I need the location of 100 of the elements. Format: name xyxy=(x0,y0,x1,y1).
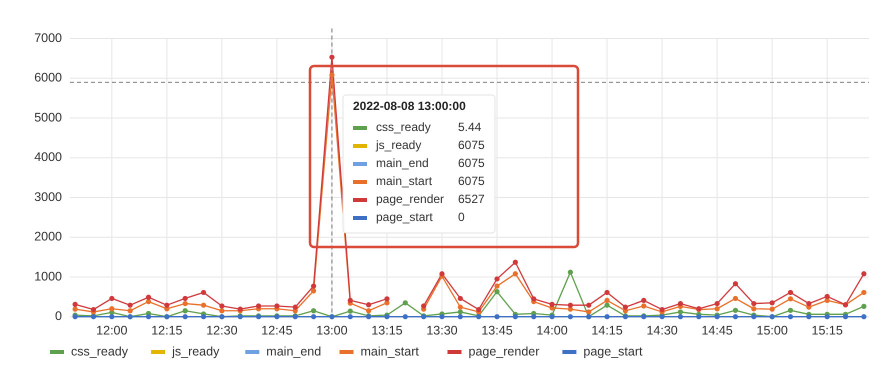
x-tick-label: 13:30 xyxy=(426,323,458,338)
point xyxy=(128,302,133,308)
point xyxy=(109,296,114,302)
legend-label: js_ready xyxy=(375,138,422,152)
point xyxy=(219,308,224,314)
point xyxy=(824,294,830,300)
text: main_end xyxy=(266,344,322,358)
point xyxy=(770,306,775,312)
x-tick-label: 13:00 xyxy=(316,323,348,338)
point xyxy=(476,306,482,312)
text: css_ready xyxy=(376,120,431,134)
point xyxy=(788,296,794,302)
point xyxy=(604,302,610,308)
annotation: 5.44 xyxy=(458,120,482,134)
x-tick-label: 12:00 xyxy=(96,323,128,338)
point xyxy=(586,309,592,315)
point xyxy=(659,306,665,312)
point xyxy=(146,294,152,300)
point xyxy=(861,290,866,296)
text: page_render xyxy=(468,344,540,358)
annotation: 6527 xyxy=(458,192,486,206)
x-tick-label: 12:30 xyxy=(206,323,238,338)
text: js_ready xyxy=(172,344,220,358)
annotation: 6075 xyxy=(458,138,486,152)
point xyxy=(861,304,866,309)
point xyxy=(494,314,500,320)
point xyxy=(842,314,848,320)
point xyxy=(568,314,573,320)
point xyxy=(310,284,316,289)
point xyxy=(788,314,794,320)
point xyxy=(274,303,280,309)
annotation: 0 xyxy=(458,210,465,224)
text: main_start xyxy=(360,344,419,358)
point xyxy=(329,54,335,60)
point xyxy=(329,72,335,78)
point xyxy=(109,314,114,320)
point xyxy=(90,306,96,312)
x-tick-label: 12:15 xyxy=(151,323,183,338)
point xyxy=(458,296,463,302)
x-tick-label: 13:15 xyxy=(371,323,403,338)
point xyxy=(182,314,188,320)
point xyxy=(182,296,188,302)
point xyxy=(604,314,610,320)
point xyxy=(622,304,628,310)
legend-label: main_start xyxy=(376,174,433,188)
point xyxy=(384,296,390,302)
x-tick-label: 15:15 xyxy=(812,323,843,338)
point xyxy=(182,300,188,306)
point xyxy=(310,288,316,294)
point xyxy=(494,289,500,294)
y-tick-label: 0 xyxy=(55,308,62,323)
point xyxy=(292,304,298,310)
point xyxy=(439,314,445,320)
point xyxy=(732,308,738,313)
point xyxy=(788,290,794,296)
point xyxy=(861,271,866,276)
annotation: 2022-08-08 13:00:00 xyxy=(353,99,466,113)
point xyxy=(109,306,114,312)
point xyxy=(494,284,500,289)
point xyxy=(146,314,152,320)
point xyxy=(128,308,133,314)
point xyxy=(421,303,426,309)
point xyxy=(788,308,794,313)
point xyxy=(146,299,152,304)
point xyxy=(604,298,610,304)
point xyxy=(641,303,646,309)
point xyxy=(641,298,646,304)
point xyxy=(512,271,518,276)
point xyxy=(402,314,408,320)
point xyxy=(366,302,372,308)
point xyxy=(458,304,463,310)
annotation: 6075 xyxy=(458,174,486,188)
point xyxy=(732,314,738,320)
point xyxy=(512,260,518,265)
y-tick-label: 2000 xyxy=(34,230,62,244)
x-tick-label: 13:45 xyxy=(481,323,513,338)
point xyxy=(439,271,445,276)
legend-label: page_start xyxy=(583,344,643,358)
point xyxy=(164,302,170,308)
point xyxy=(200,302,206,308)
point xyxy=(531,314,536,320)
point xyxy=(678,314,684,320)
y-tick-label: 4000 xyxy=(34,150,62,164)
x-tick-label: 12:45 xyxy=(261,323,293,338)
point xyxy=(678,309,684,315)
point xyxy=(458,309,463,315)
point xyxy=(348,314,353,320)
point xyxy=(310,314,316,320)
point xyxy=(182,308,188,314)
point xyxy=(402,300,408,306)
x-tick-label: 14:15 xyxy=(591,323,623,338)
point xyxy=(732,296,738,302)
point xyxy=(714,306,720,312)
legend-label: css_ready xyxy=(71,344,129,358)
point xyxy=(751,306,756,312)
point xyxy=(696,314,702,320)
point xyxy=(861,314,866,320)
text: page_start xyxy=(376,210,433,224)
point xyxy=(806,314,812,320)
point xyxy=(531,296,536,302)
